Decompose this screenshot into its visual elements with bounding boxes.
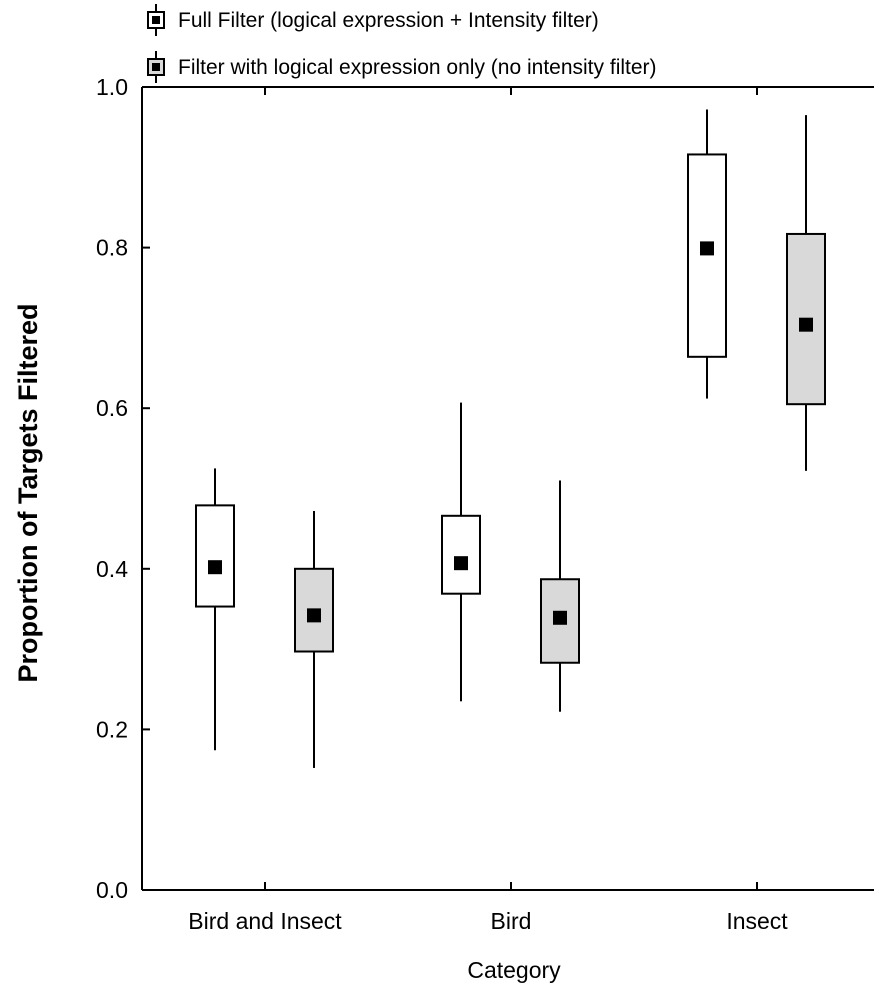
mean-marker xyxy=(799,317,813,332)
legend-label: Full Filter (logical expression + Intens… xyxy=(178,9,599,32)
legend-item: Full Filter (logical expression + Intens… xyxy=(147,4,599,36)
x-tick-label: Bird xyxy=(491,908,532,934)
legend-mean-icon xyxy=(152,16,160,24)
legend-mean-icon xyxy=(152,63,160,71)
legend: Full Filter (logical expression + Intens… xyxy=(147,4,657,83)
box xyxy=(195,504,235,608)
axes xyxy=(141,86,874,891)
mean-marker xyxy=(307,608,321,623)
box xyxy=(441,514,481,595)
y-tick-label: 0.2 xyxy=(96,716,128,742)
box xyxy=(540,578,580,664)
y-ticks: 0.0 0.2 0.4 0.6 0.8 1.0 xyxy=(96,74,150,903)
box-group xyxy=(540,480,580,712)
x-tick-label: Bird and Insect xyxy=(188,908,342,934)
y-axis-label: Proportion of Targets Filtered xyxy=(13,303,43,682)
y-tick-label: 0.0 xyxy=(96,877,128,903)
y-tick-label: 1.0 xyxy=(96,74,128,100)
box xyxy=(687,153,727,358)
box-group xyxy=(195,468,235,751)
mean-marker xyxy=(454,556,468,571)
mean-marker xyxy=(208,560,222,575)
legend-item: Filter with logical expression only (no … xyxy=(147,51,657,83)
mean-marker xyxy=(553,610,567,625)
y-tick-label: 0.4 xyxy=(96,556,128,582)
y-tick-label: 0.8 xyxy=(96,235,128,261)
x-ticks: Bird and Insect Bird Insect xyxy=(188,87,788,934)
box-group xyxy=(294,510,334,768)
legend-label: Filter with logical expression only (no … xyxy=(178,56,657,79)
box-group xyxy=(687,109,727,399)
box-group xyxy=(441,402,481,702)
box-group xyxy=(786,115,826,471)
y-tick-label: 0.6 xyxy=(96,395,128,421)
mean-marker xyxy=(700,241,714,256)
boxes xyxy=(195,109,826,768)
x-tick-label: Insect xyxy=(726,908,788,934)
x-axis-label: Category xyxy=(467,957,561,983)
